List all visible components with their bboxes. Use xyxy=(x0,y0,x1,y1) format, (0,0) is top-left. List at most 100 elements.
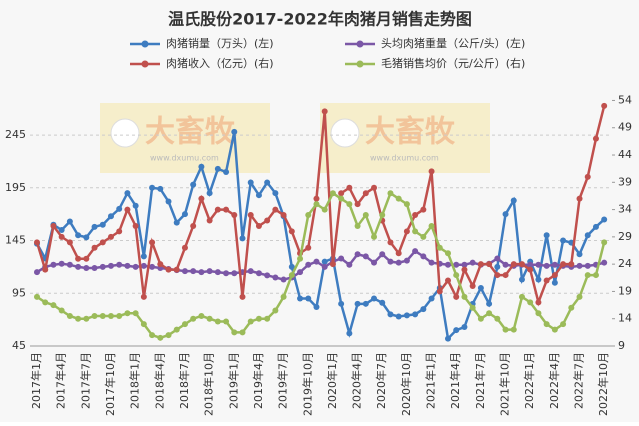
point xyxy=(338,300,345,307)
x-tick-label: 2022年10月 xyxy=(596,352,610,416)
x-tick-label: 2017年1月 xyxy=(29,352,43,409)
x-tick-label: 2021年4月 xyxy=(448,352,462,409)
point xyxy=(321,263,328,270)
point xyxy=(527,266,534,273)
point xyxy=(420,306,427,313)
legend-marker xyxy=(141,40,149,48)
point xyxy=(469,304,476,311)
point xyxy=(601,216,608,223)
x-tick-label: 2018年4月 xyxy=(152,352,166,409)
point xyxy=(371,259,378,266)
point xyxy=(560,321,567,328)
point xyxy=(387,239,394,246)
point xyxy=(58,233,65,240)
point xyxy=(551,279,558,286)
point xyxy=(83,234,90,241)
x-tick-label: 2019年4月 xyxy=(251,352,265,409)
point xyxy=(132,222,139,229)
point xyxy=(412,311,419,318)
point xyxy=(502,326,509,333)
point xyxy=(83,255,90,262)
point xyxy=(518,276,525,283)
point xyxy=(592,135,599,142)
point xyxy=(469,282,476,289)
point xyxy=(66,218,73,225)
point xyxy=(461,261,468,268)
point xyxy=(305,212,312,219)
point xyxy=(272,274,279,281)
point xyxy=(231,270,238,277)
watermark-icon xyxy=(330,118,360,148)
point xyxy=(494,315,501,322)
point xyxy=(428,259,435,266)
point xyxy=(124,206,131,213)
point xyxy=(576,195,583,202)
point xyxy=(124,190,131,197)
point xyxy=(157,261,164,268)
point xyxy=(592,272,599,279)
point xyxy=(560,261,567,268)
y-tick-label: 95 xyxy=(12,286,26,299)
point xyxy=(223,206,230,213)
point xyxy=(34,293,40,300)
x-tick-label: 2021年10月 xyxy=(498,352,512,416)
point xyxy=(543,277,550,284)
point xyxy=(527,261,534,268)
point xyxy=(99,239,106,246)
point xyxy=(535,261,542,268)
point xyxy=(140,293,147,300)
point xyxy=(264,179,271,186)
point xyxy=(231,329,238,336)
y-tick-label: 245 xyxy=(5,128,26,141)
point xyxy=(477,261,484,268)
x-tick-label: 2020年10月 xyxy=(399,352,413,416)
point xyxy=(387,190,394,197)
point xyxy=(395,195,402,202)
point xyxy=(453,272,460,279)
point xyxy=(50,302,57,309)
point xyxy=(436,244,443,251)
point xyxy=(66,312,73,319)
point xyxy=(305,261,312,268)
legend-marker xyxy=(141,60,149,68)
point xyxy=(247,179,254,186)
point xyxy=(527,299,534,306)
point xyxy=(395,313,402,320)
point xyxy=(198,195,205,202)
point xyxy=(395,259,402,266)
point xyxy=(362,212,369,219)
point xyxy=(91,264,98,271)
chart-title: 温氏股份2017-2022年肉猪月销售走势图 xyxy=(167,10,472,29)
point xyxy=(272,190,279,197)
point xyxy=(412,228,419,235)
point xyxy=(181,321,188,328)
series-line xyxy=(36,249,605,281)
point xyxy=(280,212,287,219)
point xyxy=(91,244,98,251)
point xyxy=(288,228,295,235)
point xyxy=(91,223,98,230)
point xyxy=(247,318,254,325)
point xyxy=(132,310,139,317)
point xyxy=(362,190,369,197)
point xyxy=(297,295,304,302)
point xyxy=(346,330,353,337)
point xyxy=(403,201,410,208)
point xyxy=(486,300,493,307)
point xyxy=(157,185,164,192)
point xyxy=(58,226,65,233)
series-line xyxy=(36,191,606,340)
point xyxy=(461,293,468,300)
point xyxy=(535,310,542,317)
x-tick-label: 2022年1月 xyxy=(522,352,536,409)
point xyxy=(412,248,419,255)
y2-tick-label: 44 xyxy=(618,148,632,161)
legend-label: 肉猪销量（万头）(左) xyxy=(166,36,274,50)
point xyxy=(313,195,320,202)
point xyxy=(445,277,451,284)
point xyxy=(379,251,386,258)
point xyxy=(477,315,484,322)
x-tick-label: 2022年4月 xyxy=(547,352,561,409)
point xyxy=(403,228,410,235)
y2-tick-label: 29 xyxy=(618,230,632,243)
